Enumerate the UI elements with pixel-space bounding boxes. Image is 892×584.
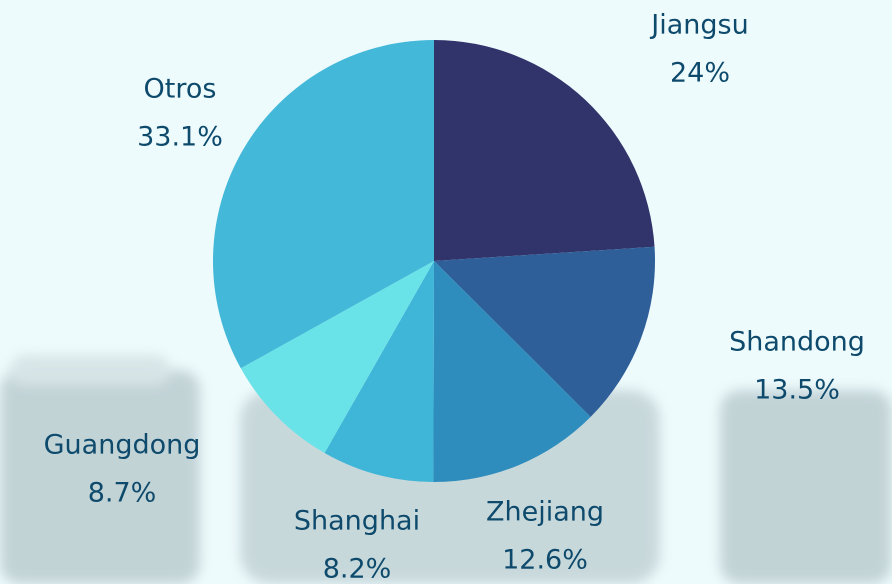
slice-label: Shandong: [729, 327, 865, 358]
pie: [213, 40, 655, 482]
slice-label: Otros: [144, 74, 217, 105]
slice-label: Guangdong: [44, 430, 201, 461]
slice-value-label: 8.7%: [88, 478, 157, 509]
slice-label: Jiangsu: [649, 10, 748, 41]
slice-label: Zhejiang: [486, 497, 604, 528]
pie-slice: [434, 40, 655, 261]
slice-value-label: 24%: [670, 58, 730, 89]
slice-label: Shanghai: [294, 506, 420, 537]
slice-value-label: 8.2%: [323, 554, 392, 584]
page: Jiangsu 24% Shandong 13.5% Zhejiang 12.6% Shan…: [0, 0, 892, 584]
slice-value-label: 33.1%: [137, 122, 223, 153]
slice-value-label: 12.6%: [502, 545, 588, 576]
chart: Jiangsu 24% Shandong 13.5% Zhejiang 12.6% Shan…: [0, 0, 892, 584]
slice-value-label: 13.5%: [754, 375, 840, 406]
